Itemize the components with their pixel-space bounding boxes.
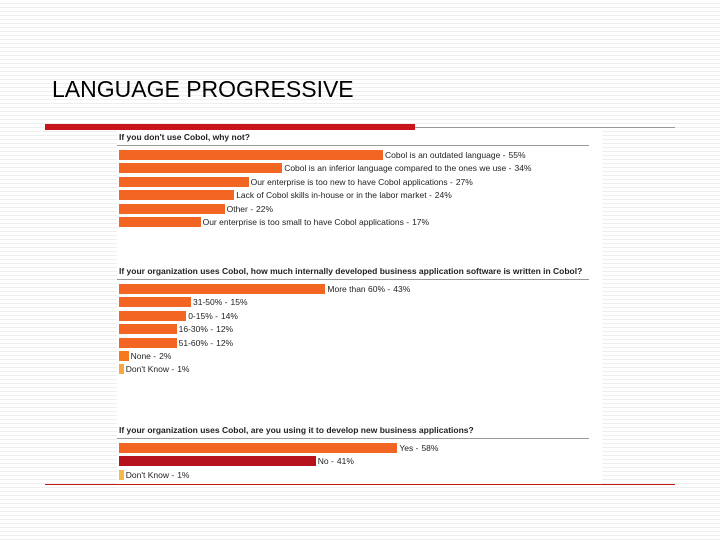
bar <box>119 324 177 335</box>
value-label: 17% <box>412 216 430 227</box>
chart: If you don't use Cobol, why not? Cobol is… <box>117 132 602 228</box>
value-label: 1% <box>177 364 190 375</box>
category-label: Cobol is an outdated language - <box>385 150 506 160</box>
bar <box>119 163 283 174</box>
category-label: 0-15% - <box>188 310 218 321</box>
bar-row: 51-60% -12% <box>117 336 602 349</box>
bar-label: Our enterprise is too small to have Cobo… <box>203 216 429 228</box>
value-label: 55% <box>508 150 526 160</box>
bar-label: 0-15% -14% <box>188 310 238 322</box>
bar-list: Yes -58% No -41% Don't Know -1% <box>117 439 602 481</box>
bar-row: Our enterprise is too small to have Cobo… <box>117 215 602 228</box>
category-label: 16-30% - <box>178 324 214 335</box>
bar-row: None -2% <box>117 349 602 362</box>
chart: If your organization uses Cobol, are you… <box>117 425 602 481</box>
bar-row: Yes -58% <box>117 441 602 454</box>
bar-label: Our enterprise is too new to have Cobol … <box>251 176 473 188</box>
bar-row: 31-50% -15% <box>117 295 602 308</box>
bar-row: More than 60% -43% <box>117 282 602 295</box>
rule-line <box>415 127 675 128</box>
category-label: No - <box>317 456 334 467</box>
bar-label: Other -22% <box>227 203 273 215</box>
bar <box>119 364 124 375</box>
bar-row: No -41% <box>117 454 602 467</box>
bar-label: More than 60% -43% <box>327 283 410 295</box>
category-label: Don't Know - <box>125 364 175 375</box>
bar-row: 16-30% -12% <box>117 322 602 335</box>
category-label: Our enterprise is too small to have Cobo… <box>202 216 410 227</box>
bar-label: Cobol is an inferior language compared t… <box>284 162 531 174</box>
value-label: 14% <box>220 310 238 321</box>
category-label: 51-60% - <box>178 337 214 348</box>
bar-label: Yes -58% <box>399 442 438 454</box>
value-label: 1% <box>177 469 190 480</box>
bar-list: Cobol is an outdated language -55% Cobol … <box>117 146 602 228</box>
value-label: 43% <box>393 284 411 294</box>
accent-bar <box>45 124 415 130</box>
bar-label: Lack of Cobol skills in-house or in the … <box>236 189 452 201</box>
value-label: 41% <box>336 456 354 467</box>
value-label: 12% <box>216 337 234 348</box>
category-label: Lack of Cobol skills in-house or in the … <box>236 190 432 201</box>
bar <box>119 350 129 361</box>
bar <box>119 456 316 467</box>
chart-panel: If you don't use Cobol, why not? Cobol is… <box>117 130 602 484</box>
bar-row: Cobol is an outdated language -55% <box>117 148 602 161</box>
bar <box>119 310 187 321</box>
bar <box>119 216 201 227</box>
value-label: 27% <box>455 176 473 187</box>
chart-title: If your organization uses Cobol, how muc… <box>117 266 589 280</box>
bar <box>119 176 249 187</box>
value-label: 15% <box>230 297 248 308</box>
bar-label: No -41% <box>318 455 354 467</box>
chart: If your organization uses Cobol, how muc… <box>117 266 602 376</box>
category-label: Yes - <box>399 443 419 453</box>
bar-label: Don't Know -1% <box>126 363 190 375</box>
category-label: 31-50% - <box>193 297 228 308</box>
bar <box>119 190 235 201</box>
chart-title: If you don't use Cobol, why not? <box>117 132 589 146</box>
bar-label: Don't Know -1% <box>126 469 190 481</box>
bar-label: None -2% <box>131 350 172 362</box>
value-label: 24% <box>434 190 452 201</box>
value-label: 34% <box>514 163 532 174</box>
bar <box>119 297 191 308</box>
bar-row: 0-15% -14% <box>117 309 602 322</box>
bar-row: Other -22% <box>117 202 602 215</box>
category-label: Cobol is an inferior language compared t… <box>284 163 512 174</box>
bar-list: More than 60% -43% 31-50% -15% 0-15% -14% 1… <box>117 280 602 376</box>
value-label: 58% <box>421 443 439 453</box>
bar-row: Our enterprise is too new to have Cobol … <box>117 175 602 188</box>
bar-label: 16-30% -12% <box>179 323 234 335</box>
category-label: Other - <box>226 203 254 214</box>
value-label: 2% <box>159 350 172 361</box>
category-label: More than 60% - <box>327 284 391 294</box>
slide-title: LANGUAGE PROGRESSIVE <box>52 76 354 102</box>
bar-row: Cobol is an inferior language compared t… <box>117 161 602 174</box>
bar <box>119 337 177 348</box>
bar <box>119 469 124 480</box>
bar <box>119 203 225 214</box>
value-label: 22% <box>256 203 274 214</box>
bar <box>119 284 326 294</box>
bar-row: Lack of Cobol skills in-house or in the … <box>117 188 602 201</box>
category-label: Don't Know - <box>125 469 175 480</box>
bar-row: Don't Know -1% <box>117 362 602 375</box>
rule-line <box>45 484 675 485</box>
bar-label: Cobol is an outdated language -55% <box>385 149 526 161</box>
bar <box>119 150 383 160</box>
bar-label: 51-60% -12% <box>179 337 234 349</box>
category-label: None - <box>130 350 157 361</box>
category-label: Our enterprise is too new to have Cobol … <box>250 176 453 187</box>
chart-title: If your organization uses Cobol, are you… <box>117 425 589 439</box>
bar-label: 31-50% -15% <box>193 296 248 308</box>
bar <box>119 443 398 453</box>
bar-row: Don't Know -1% <box>117 468 602 481</box>
value-label: 12% <box>216 324 234 335</box>
